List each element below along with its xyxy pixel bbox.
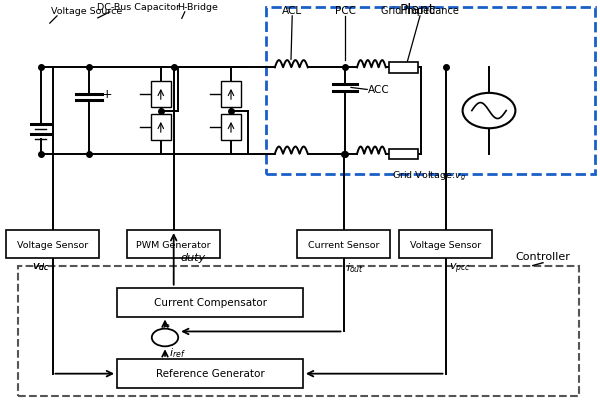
FancyBboxPatch shape — [266, 8, 595, 174]
Text: $i_{ref}$: $i_{ref}$ — [169, 346, 186, 360]
Text: Current Sensor: Current Sensor — [308, 240, 379, 249]
Text: $i_{out}$: $i_{out}$ — [347, 261, 365, 274]
FancyBboxPatch shape — [389, 63, 418, 73]
Text: $v_{pcc}$: $v_{pcc}$ — [449, 261, 470, 275]
Text: Voltage Sensor: Voltage Sensor — [17, 240, 88, 249]
Text: Grid Impedance: Grid Impedance — [381, 6, 459, 16]
Text: $v_{dc}$: $v_{dc}$ — [32, 261, 49, 272]
FancyBboxPatch shape — [117, 359, 303, 388]
Text: Controller: Controller — [515, 251, 571, 261]
Text: DC-Bus Capacitor: DC-Bus Capacitor — [97, 3, 180, 12]
FancyBboxPatch shape — [389, 149, 418, 160]
Text: Voltage Source: Voltage Source — [51, 7, 122, 16]
Circle shape — [463, 94, 515, 129]
Text: Voltage Sensor: Voltage Sensor — [410, 240, 481, 249]
Text: ACL: ACL — [282, 6, 302, 16]
Text: PWM Generator: PWM Generator — [136, 240, 211, 249]
Text: +: + — [102, 88, 113, 101]
Text: duty: duty — [181, 252, 206, 262]
FancyBboxPatch shape — [151, 115, 171, 141]
FancyBboxPatch shape — [127, 231, 220, 259]
Text: Current Compensator: Current Compensator — [154, 298, 266, 307]
FancyBboxPatch shape — [221, 82, 241, 108]
Text: Grid Voltage:$v_g$: Grid Voltage:$v_g$ — [392, 170, 466, 183]
Text: −: − — [167, 330, 179, 344]
Text: ACC: ACC — [368, 85, 389, 95]
Text: e: e — [163, 322, 170, 331]
FancyBboxPatch shape — [18, 266, 579, 396]
FancyBboxPatch shape — [151, 82, 171, 108]
Text: $v_{dc}$: $v_{dc}$ — [32, 261, 50, 272]
Text: +: + — [150, 330, 161, 343]
Text: PCC: PCC — [335, 6, 355, 16]
FancyBboxPatch shape — [297, 231, 390, 259]
Text: H-Bridge: H-Bridge — [177, 3, 218, 12]
FancyBboxPatch shape — [399, 231, 492, 259]
FancyBboxPatch shape — [221, 115, 241, 141]
FancyBboxPatch shape — [6, 231, 99, 259]
Circle shape — [152, 329, 178, 346]
FancyBboxPatch shape — [117, 288, 303, 317]
Text: Plant: Plant — [400, 3, 434, 17]
Text: Reference Generator: Reference Generator — [155, 369, 265, 378]
